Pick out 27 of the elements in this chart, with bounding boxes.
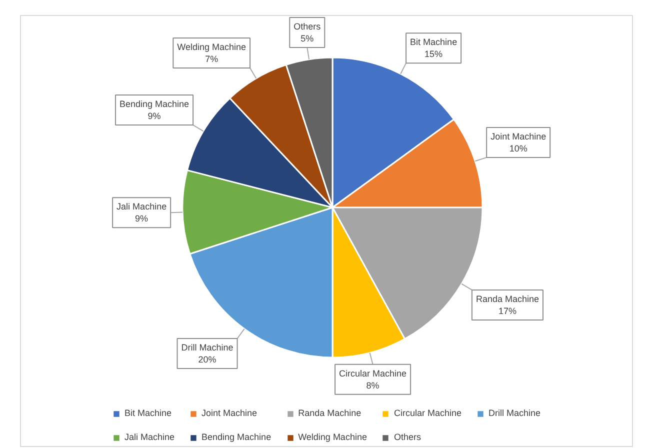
slice-label: Randa Machine [476,294,539,304]
slice-label: Circular Machine [339,368,407,378]
data-label: 8% [366,380,380,390]
data-label: 5% [300,33,314,44]
slice-label: Drill Machine [181,342,234,353]
data-label: 9% [148,111,161,122]
legend-label: Bending Machine [202,432,272,442]
data-label: 9% [135,214,148,224]
slice-label: Others [294,21,322,32]
legend-label: Joint Machine [202,408,258,418]
slice-label: Jali Machine [116,202,167,212]
slice-label: Joint Machine [490,131,546,142]
legend-label: Jali Machine [124,432,175,442]
data-label: 17% [498,306,516,316]
data-label: 7% [205,54,218,64]
legend-label: Others [394,432,421,442]
data-label: 20% [198,354,216,365]
legend-label: Randa Machine [298,408,362,418]
legend-label: Bit Machine [124,408,172,418]
legend-label: Welding Machine [298,432,367,442]
legend-label: Circular Machine [394,408,462,418]
legend-label: Drill Machine [488,408,541,418]
data-label: 15% [424,49,443,60]
slice-label: Bending Machine [120,99,190,110]
data-label: 10% [509,143,528,154]
slice-label: Bit Machine [410,37,458,48]
slice-label: Welding Machine [177,42,246,52]
